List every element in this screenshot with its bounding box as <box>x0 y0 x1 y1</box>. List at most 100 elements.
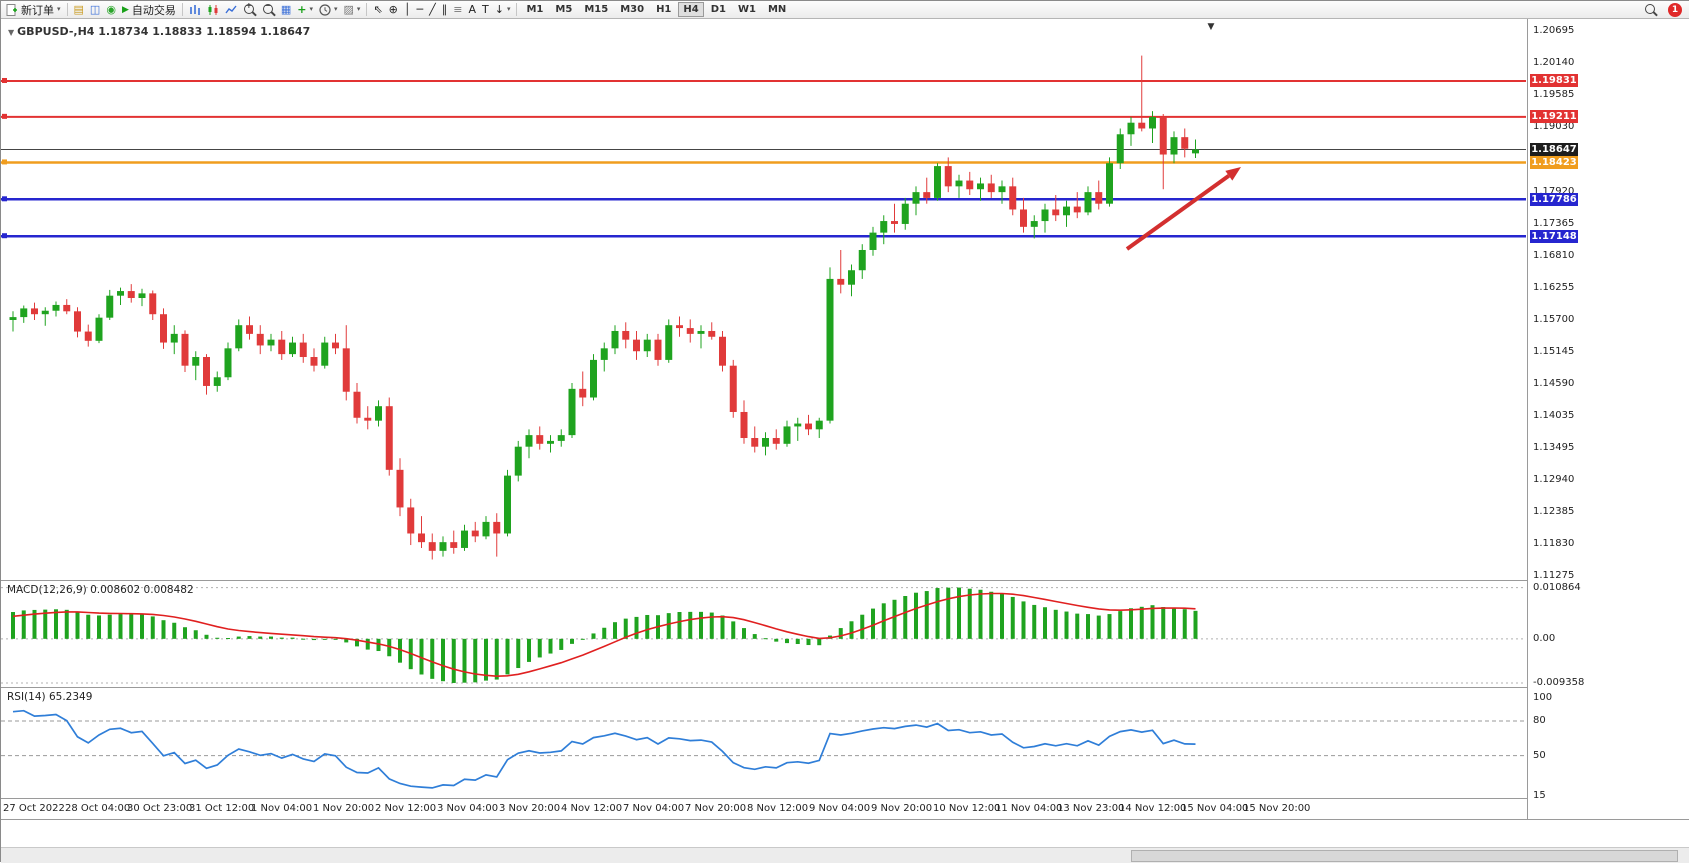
chart-bars-button[interactable] <box>186 2 204 18</box>
time-tick: 3 Nov 20:00 <box>499 803 561 814</box>
time-tick: 7 Nov 20:00 <box>685 803 747 814</box>
chart-line-button[interactable] <box>222 2 240 18</box>
alerts-button[interactable]: ◉ <box>103 2 119 18</box>
time-axis[interactable]: 27 Oct 2022 28 Oct 04:00 30 Oct 23:00 31 Oc… <box>1 799 1527 819</box>
time-tick: 31 Oct 12:00 <box>189 803 255 814</box>
timeframe-button-d1[interactable]: D1 <box>710 4 726 15</box>
search-button[interactable] <box>1641 2 1660 18</box>
market-watch-icon: ▤ <box>73 3 84 16</box>
rsi-axis-tick: 80 <box>1533 715 1546 727</box>
macd-axis-tick: -0.009358 <box>1533 676 1585 688</box>
tile-windows-button[interactable]: ▦ <box>278 2 294 18</box>
new-order-icon <box>6 3 17 16</box>
candlestick-icon <box>208 4 218 15</box>
trendline-button[interactable]: ╱ <box>426 2 439 18</box>
rsi-axis-tick: 15 <box>1533 790 1546 801</box>
rsi-value: 65.2349 <box>48 691 93 703</box>
ohlc-open: 1.18734 <box>98 25 149 38</box>
time-tick: 10 Nov 12:00 <box>933 803 1001 814</box>
price-tick: 1.15700 <box>1533 313 1575 325</box>
rsi-axis-tick: 50 <box>1533 749 1546 761</box>
chart-candles-button[interactable] <box>204 2 222 18</box>
new-order-label: 新订单 <box>21 3 54 17</box>
cursor-button[interactable]: ⇖ <box>370 2 385 18</box>
macd-histogram <box>11 587 1198 683</box>
time-tick: 30 Oct 23:00 <box>127 803 193 814</box>
price-axis[interactable]: 1.206951.201401.195851.190301.184751.179… <box>1527 19 1689 819</box>
horizontal-line-button[interactable]: ─ <box>414 2 427 18</box>
price-tick: 1.14590 <box>1533 378 1575 390</box>
price-tick: 1.12940 <box>1533 473 1575 485</box>
chevron-down-icon: ▾ <box>57 5 61 13</box>
timeframe-button-h1[interactable]: H1 <box>656 4 672 15</box>
macd-panel[interactable] <box>1 581 1527 688</box>
templates-button[interactable]: ▨ ▾ <box>341 2 364 18</box>
play-icon: ▶ <box>121 4 129 15</box>
clock-icon <box>319 3 331 16</box>
macd-axis-tick: 0.010864 <box>1533 581 1581 593</box>
price-tick: 1.20140 <box>1533 57 1575 69</box>
chevron-down-icon: ▾ <box>309 5 313 13</box>
price-chart-svg[interactable]: ▼ <box>1 19 1527 580</box>
ohlc-low: 1.18594 <box>206 25 257 38</box>
toolbar-separator <box>516 3 518 16</box>
zoom-out-button[interactable]: − <box>259 1 278 18</box>
fibonacci-button[interactable]: ≡ <box>450 2 465 18</box>
time-tick: 2 Nov 12:00 <box>375 803 437 814</box>
indicators-button[interactable]: + ▾ <box>294 2 316 18</box>
collapse-triangle-icon[interactable]: ▼ <box>8 28 15 37</box>
timeframe-button-m30[interactable]: M30 <box>620 4 645 15</box>
price-tick: 1.16255 <box>1533 281 1575 293</box>
chart-window: ▼ GBPUSD-,H4 1.18734 1.18833 1.18594 1.18… <box>1 19 1689 863</box>
time-tick: 28 Oct 04:00 <box>65 803 131 814</box>
price-tick: 1.11830 <box>1533 537 1575 549</box>
bar-chart-icon <box>190 4 200 15</box>
price-panel[interactable]: ▼ <box>1 19 1527 581</box>
notification-badge[interactable]: 1 <box>1668 2 1682 17</box>
text-icon: A <box>468 3 476 16</box>
macd-axis-tick: 0.00 <box>1533 632 1556 644</box>
price-tag: 1.17786 <box>1530 192 1578 206</box>
text-label-button[interactable]: T <box>479 2 492 18</box>
timeframe-button-mn[interactable]: MN <box>767 4 787 15</box>
trend-arrow-annotation[interactable] <box>1125 167 1241 251</box>
scrollbar-thumb[interactable] <box>1131 850 1678 862</box>
time-tick: 7 Nov 04:00 <box>623 803 685 814</box>
timeframe-button-m5[interactable]: M5 <box>555 4 573 15</box>
price-tick: 1.11275 <box>1533 570 1575 581</box>
rsi-svg[interactable] <box>1 688 1527 798</box>
data-window-button[interactable]: ◫ <box>87 2 103 18</box>
price-tick: 1.16810 <box>1533 249 1575 261</box>
market-watch-button[interactable]: ▤ <box>71 2 87 18</box>
timeframe-button-m15[interactable]: M15 <box>584 4 609 15</box>
channel-button[interactable]: ∥ <box>439 2 451 18</box>
macd-signal-line <box>12 592 1196 678</box>
time-tick: 1 Nov 20:00 <box>313 803 375 814</box>
vertical-line-button[interactable]: │ <box>401 2 414 18</box>
zoom-in-button[interactable]: + <box>240 1 259 18</box>
horizontal-scrollbar[interactable] <box>1 847 1689 863</box>
price-tick: 1.15145 <box>1533 346 1575 358</box>
new-order-button[interactable]: 新订单 ▾ <box>3 2 64 18</box>
periods-button[interactable]: ▾ <box>316 2 341 18</box>
time-tick: 8 Nov 12:00 <box>747 803 809 814</box>
timeframe-button-w1[interactable]: W1 <box>737 4 756 15</box>
timeframe-button-h4[interactable]: H4 <box>678 2 704 17</box>
alerts-icon: ◉ <box>106 3 116 16</box>
timeframe-button-m1[interactable]: M1 <box>526 4 544 15</box>
macd-svg[interactable] <box>1 581 1527 687</box>
toolbar-separator <box>181 3 183 16</box>
macd-main-value: 0.008602 <box>90 584 141 596</box>
text-button[interactable]: A <box>465 2 479 18</box>
ohlc-close: 1.18647 <box>260 25 311 38</box>
arrows-button[interactable]: ↓ ▾ <box>492 2 514 18</box>
search-icon <box>1645 3 1655 14</box>
fibonacci-icon: ≡ <box>453 3 463 16</box>
auto-trading-button[interactable]: ▶ 自动交易 <box>119 2 179 18</box>
templates-icon: ▨ <box>343 3 354 16</box>
crosshair-button[interactable]: ⊕ <box>386 2 401 18</box>
price-tag: 1.19211 <box>1530 110 1578 124</box>
time-tick: 3 Nov 04:00 <box>437 803 499 814</box>
rsi-panel[interactable] <box>1 688 1527 799</box>
candlesticks <box>9 55 1199 560</box>
